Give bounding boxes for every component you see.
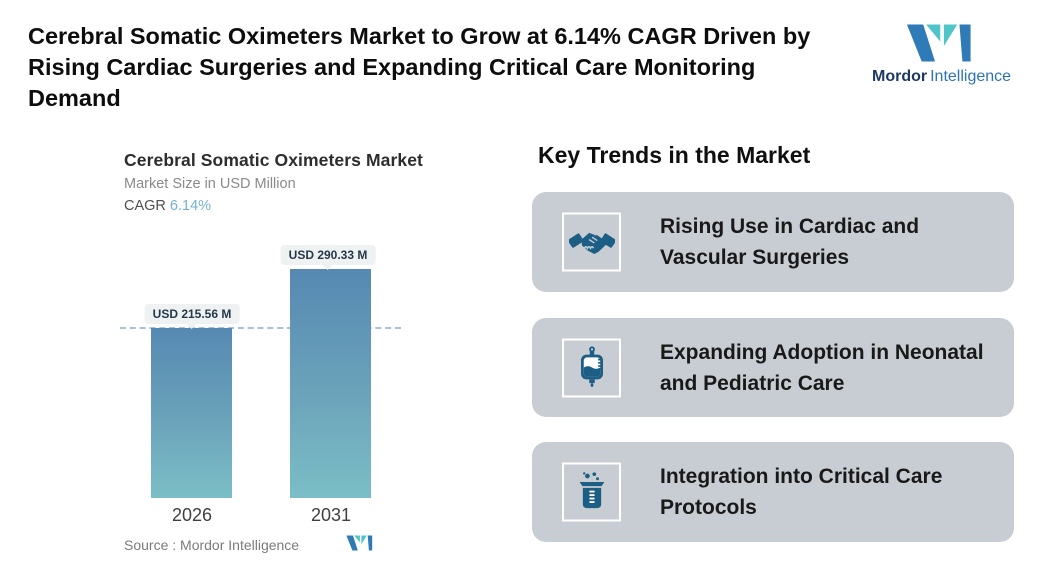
bar-2031 bbox=[290, 269, 371, 498]
chart-cagr: CAGR 6.14% bbox=[124, 198, 211, 214]
x-axis-label-2026: 2026 bbox=[171, 505, 213, 525]
trend-card-cardiac-surgeries: Rising Use in Cardiac and Vascular Surge… bbox=[532, 192, 1014, 292]
cagr-label: CAGR bbox=[124, 198, 166, 214]
page-title: Cerebral Somatic Oximeters Market to Gro… bbox=[28, 21, 810, 114]
handshake-icon bbox=[562, 212, 621, 272]
page-title-line: Cerebral Somatic Oximeters Market to Gro… bbox=[28, 23, 811, 49]
value-label-2026: USD 215.56 M bbox=[144, 304, 240, 324]
mordor-logo: Mordor Intelligence bbox=[872, 22, 1011, 86]
x-axis-label-2031: 2031 bbox=[310, 505, 352, 525]
trend-card-text: Rising Use in Cardiac and Vascular Surge… bbox=[660, 215, 920, 269]
iv-bag-icon bbox=[562, 338, 621, 397]
page-title-line: Demand bbox=[28, 85, 121, 111]
trend-card-text: Expanding Adoption in Neonatal and Pedia… bbox=[660, 340, 984, 395]
chart-subtitle: Market Size in USD Million bbox=[124, 176, 296, 192]
page-title-line: Rising Cardiac Surgeries and Expanding C… bbox=[28, 54, 756, 80]
trend-card-critical-care: Integration into Critical Care Protocols bbox=[532, 442, 1014, 542]
brand-name-light: Intelligence bbox=[930, 68, 1012, 85]
chart-title: Cerebral Somatic Oximeters Market bbox=[124, 150, 423, 170]
mordor-logo-mark bbox=[906, 24, 971, 62]
beaker-icon bbox=[562, 462, 621, 522]
baseline-dashed-line bbox=[120, 327, 401, 329]
cagr-value: 6.14% bbox=[169, 198, 212, 214]
brand-name-bold: Mordor bbox=[872, 68, 928, 85]
trend-card-text: Integration into Critical Care Protocols bbox=[660, 465, 943, 519]
source-attribution: Source : Mordor Intelligence bbox=[124, 537, 300, 553]
key-trends-heading: Key Trends in the Market bbox=[538, 142, 811, 168]
mordor-logo-mark-small bbox=[346, 535, 373, 551]
value-label-2031: USD 290.33 M bbox=[280, 245, 376, 265]
brand-text: Mordor Intelligence bbox=[872, 68, 1011, 86]
trend-card-neonatal-care: Expanding Adoption in Neonatal and Pedia… bbox=[532, 318, 1014, 417]
bar-2026 bbox=[151, 328, 232, 498]
